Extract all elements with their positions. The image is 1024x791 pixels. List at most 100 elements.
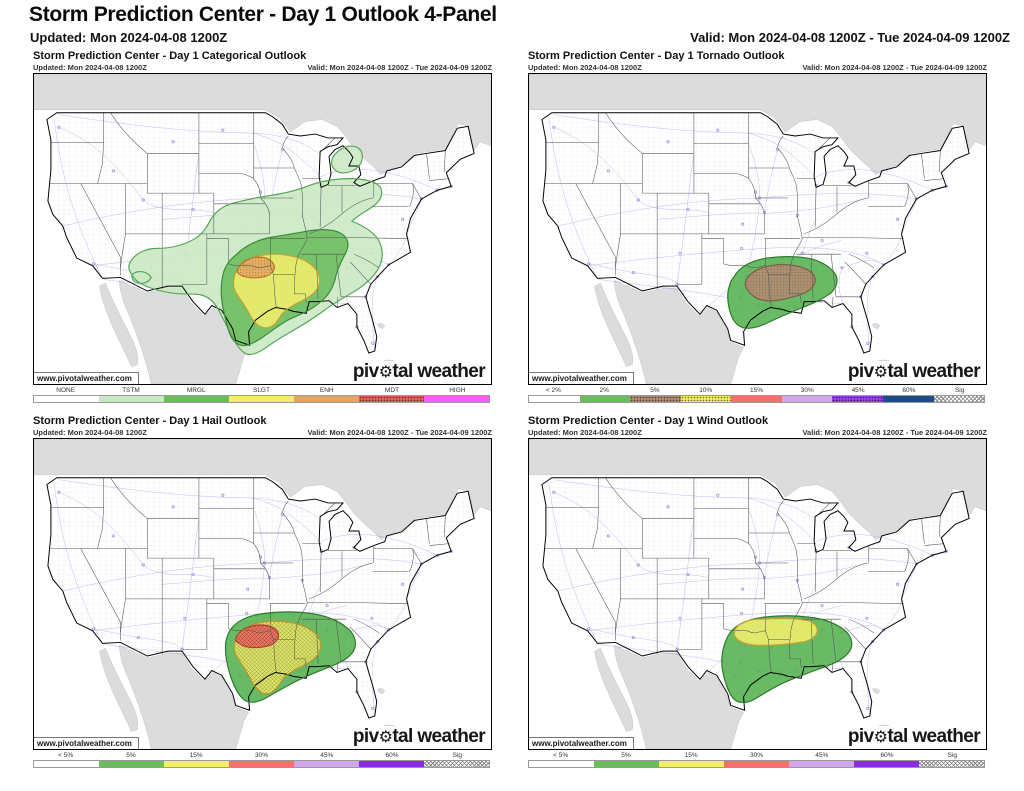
pivotal-weather-logo: piv⚙tal weather [349, 726, 488, 749]
legend-segment-45- [832, 396, 883, 402]
legend-segment--5- [529, 761, 594, 767]
gear-icon: ⚙ [873, 729, 888, 746]
gear-icon: ⚙ [378, 729, 393, 746]
neighbor-land [34, 74, 491, 384]
legend-segment-enh [294, 396, 359, 402]
panel-title: Storm Prediction Center - Day 1 Hail Out… [33, 415, 267, 427]
baja-peninsula [99, 647, 139, 732]
legend-label: 60% [880, 752, 894, 759]
panel-tornado-outlook: Storm Prediction Center - Day 1 Tornado … [528, 50, 987, 403]
us-outline [46, 477, 475, 719]
legend-label: < 2% [545, 387, 561, 394]
legend-segment-high [424, 396, 489, 402]
legend-segment-15- [731, 396, 782, 402]
panel-title: Storm Prediction Center - Day 1 Categori… [33, 50, 307, 62]
legend-label: MDT [385, 387, 400, 394]
legend-label: ENH [319, 387, 334, 394]
canada-landmass [529, 439, 986, 541]
legend-labels: < 5% 5% 15% 30% 45% 60% Sig [528, 752, 985, 760]
baja-peninsula [594, 647, 634, 732]
neighbor-land [529, 439, 986, 749]
legend-label: 30% [254, 752, 268, 759]
mexico-landmass [614, 644, 744, 749]
pivotal-weather-logo: piv⚙tal weather [844, 726, 983, 749]
legend-bar [528, 395, 985, 403]
baja-peninsula [99, 282, 139, 367]
legend-label: NONE [56, 387, 76, 394]
panel-timestamps: Updated: Mon 2024-04-08 1200Z Valid: Mon… [528, 428, 987, 437]
legend-bar [33, 760, 490, 768]
island [872, 323, 880, 330]
canada-landmass [529, 74, 986, 176]
risk-areas [721, 615, 852, 703]
island [872, 688, 880, 695]
island [377, 688, 385, 695]
panel-valid: Valid: Mon 2024-04-08 1200Z - Tue 2024-0… [307, 428, 492, 437]
us-outlook-map [529, 74, 986, 384]
risk-outlines [128, 145, 383, 356]
legend-segment-30- [724, 761, 789, 767]
legend-label: 30% [800, 387, 814, 394]
map-tornado: www.pivotalweather.com piv⚙tal weather [528, 73, 987, 385]
legend-bar [33, 395, 490, 403]
legend-label: Sig [947, 752, 958, 759]
panel-timestamps: Updated: Mon 2024-04-08 1200Z Valid: Mon… [528, 63, 987, 72]
panel-timestamps: Updated: Mon 2024-04-08 1200Z Valid: Mon… [33, 63, 492, 72]
us-outline [46, 112, 475, 354]
mexico-landmass [119, 279, 249, 384]
legend-label: HIGH [449, 387, 466, 394]
gear-icon: ⚙ [873, 364, 888, 381]
risk-areas [727, 256, 838, 329]
baja-peninsula [594, 282, 634, 367]
legend-categorical: NONE TSTM MRGL SLGT ENH MDT HIGH [33, 387, 490, 403]
legend-label: Sig [452, 752, 463, 759]
legend-segment-slgt [229, 396, 294, 402]
risk-areas [225, 611, 356, 703]
legend-label: 5% [650, 387, 660, 394]
legend-label: 45% [815, 752, 829, 759]
legend-wind: < 5% 5% 15% 30% 45% 60% Sig [528, 752, 985, 768]
legend-segment-5- [594, 761, 659, 767]
state-borders [544, 112, 945, 308]
legend-label: 60% [385, 752, 399, 759]
legend-segment-mrgl [164, 396, 229, 402]
panel-title: Storm Prediction Center - Day 1 Tornado … [528, 50, 785, 62]
legend-segment--2- [529, 396, 580, 402]
panel-wind-outlook: Storm Prediction Center - Day 1 Wind Out… [528, 415, 987, 768]
us-outlook-map [529, 439, 986, 749]
risk-outlines [727, 256, 838, 329]
legend-label: Sig [954, 387, 965, 394]
watermark: www.pivotalweather.com [529, 372, 634, 384]
legend-segment-60- [882, 396, 934, 402]
legend-label: 5% [621, 752, 631, 759]
legend-segment-none [34, 396, 99, 402]
panel-valid: Valid: Mon 2024-04-08 1200Z - Tue 2024-0… [307, 63, 492, 72]
page-title: Storm Prediction Center - Day 1 Outlook … [29, 3, 497, 26]
panel-updated: Updated: Mon 2024-04-08 1200Z [33, 63, 147, 72]
legend-label: 30% [749, 752, 763, 759]
legend-label: SLGT [252, 387, 270, 394]
risk-outlines [721, 615, 853, 704]
legend-segment-sig [919, 761, 984, 767]
legend-label: 15% [189, 752, 203, 759]
panel-timestamps: Updated: Mon 2024-04-08 1200Z Valid: Mon… [33, 428, 492, 437]
gear-icon: ⚙ [378, 364, 393, 381]
legend-segment-30- [229, 761, 294, 767]
canada-landmass [34, 74, 491, 176]
legend-label: 15% [684, 752, 698, 759]
state-borders [49, 477, 450, 673]
panel-categorical-outlook: Storm Prediction Center - Day 1 Categori… [33, 50, 492, 403]
legend-segment-60- [359, 761, 424, 767]
legend-labels: < 5% 5% 15% 30% 45% 60% Sig [33, 752, 490, 760]
watermark: www.pivotalweather.com [34, 737, 139, 749]
page-updated-timestamp: Updated: Mon 2024-04-08 1200Z [30, 30, 228, 45]
pivotal-weather-logo: piv⚙tal weather [349, 361, 488, 384]
legend-segment-15- [164, 761, 229, 767]
legend-tornado: < 2% 2% 5% 10% 15% 30% 45% 60% Sig [528, 387, 985, 403]
legend-label: TSTM [122, 387, 140, 394]
legend-segment-5- [99, 761, 164, 767]
legend-label: MRGL [186, 387, 206, 394]
us-outline [541, 477, 970, 719]
legend-label: 2% [599, 387, 609, 394]
